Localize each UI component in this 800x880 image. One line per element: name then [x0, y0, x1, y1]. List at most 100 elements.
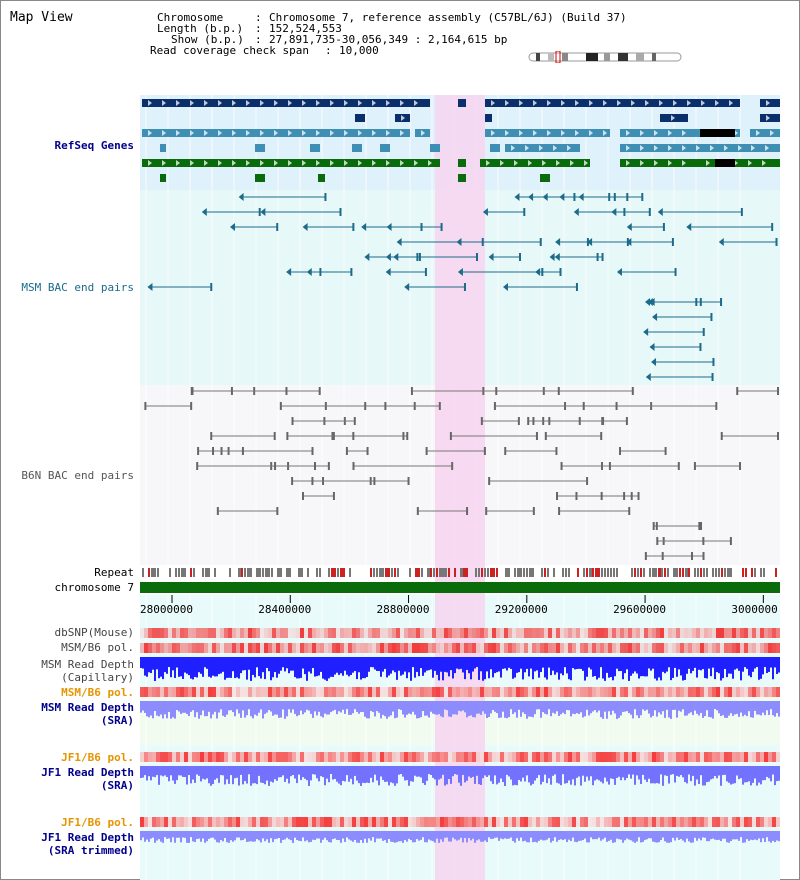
jf1-depth-bar — [164, 766, 166, 776]
jf1-b6-pol-cell — [348, 817, 352, 827]
msm-depth-sra-bar — [626, 701, 628, 712]
msm-depth-capillary-bar — [524, 657, 526, 673]
track-label-jf1-b6-pol-1[interactable]: JF1/B6 pol. — [61, 751, 134, 764]
gene-strand-arrow — [556, 160, 560, 166]
dbsnp-cell — [628, 628, 632, 638]
msm-depth-capillary-bar — [222, 657, 224, 672]
jf1-b6-pol-cell — [544, 752, 548, 762]
jf1-depth-bar — [546, 766, 548, 784]
jf1-depth-trimmed-bar — [276, 831, 278, 839]
msm-depth-sra-bar — [444, 701, 446, 710]
repeat-mark — [394, 568, 396, 577]
jf1-b6-pol-cell — [616, 817, 620, 827]
b6n-bac-end — [318, 387, 321, 395]
chromosome-ideogram[interactable] — [528, 51, 684, 63]
msm-depth-sra-bar — [658, 701, 660, 713]
length-key: Length (b.p.) — [157, 22, 244, 35]
track-label-msm-read-depth-sra[interactable]: MSM Read Depth (SRA) — [41, 701, 134, 727]
repeat-mark — [742, 568, 744, 577]
msm-depth-sra-bar — [470, 701, 472, 716]
jf1-depth-bar — [608, 766, 610, 785]
jf1-b6-pol-cell — [636, 752, 640, 762]
jf1-depth-trimmed-bar — [528, 831, 530, 843]
msm-b6-pol-cell — [732, 687, 736, 697]
msm-depth-sra-bar — [478, 701, 480, 714]
track-label-refseq[interactable]: RefSeq Genes — [54, 139, 134, 152]
msm-depth-capillary-bar — [608, 657, 610, 678]
jf1-depth-bar — [292, 766, 294, 776]
msm-depth-capillary-bar — [518, 657, 520, 673]
msm-b6-pol-cell — [596, 643, 600, 653]
track-label-msm-b6-pol-1[interactable]: MSM/B6 pol. — [61, 641, 134, 654]
msm-depth-capillary-bar — [446, 657, 448, 673]
msm-depth-sra-bar — [376, 701, 378, 712]
dbsnp-cell — [220, 628, 224, 638]
track-label-jf1-b6-pol-2[interactable]: JF1/B6 pol. — [61, 816, 134, 829]
jf1-depth-bar — [756, 766, 758, 786]
msm-depth-capillary-bar — [408, 657, 410, 673]
msm-depth-capillary-bar — [558, 657, 560, 680]
repeat-mark — [724, 568, 726, 577]
msm-b6-pol-cell — [384, 643, 388, 653]
jf1-b6-pol-cell — [368, 752, 372, 762]
msm-depth-sra-bar — [310, 701, 312, 714]
jf1-depth-trimmed-bar — [686, 831, 688, 839]
track-label-dbsnp[interactable]: dbSNP(Mouse) — [54, 626, 134, 639]
gene-strand-arrow — [603, 100, 607, 106]
msm-depth-sra-bar — [152, 701, 154, 719]
jf1-depth-bar — [318, 766, 320, 782]
gene-strand-arrow — [525, 145, 529, 151]
track-label-repeat[interactable]: Repeat — [94, 566, 134, 579]
msm-b6-pol-cell — [448, 687, 452, 697]
msm-depth-capillary-bar — [418, 657, 420, 677]
jf1-b6-pol-cell — [532, 752, 536, 762]
msm-depth-capillary-bar — [306, 657, 308, 681]
repeat-mark — [340, 568, 345, 577]
dbsnp-cell — [172, 628, 176, 638]
jf1-depth-bar — [728, 766, 730, 783]
msm-depth-capillary-bar — [322, 657, 324, 679]
jf1-depth-trimmed-bar — [464, 831, 466, 838]
sep: : — [325, 44, 332, 57]
jf1-depth-trimmed-bar — [776, 831, 778, 841]
msm-depth-sra-bar — [256, 701, 258, 716]
jf1-b6-pol-cell — [652, 817, 656, 827]
msm-depth-capillary-bar — [208, 657, 210, 677]
msm-b6-pol-cell — [596, 687, 600, 697]
msm-depth-sra-bar — [760, 701, 762, 716]
msm-depth-capillary-bar — [220, 657, 222, 674]
msm-bac-end — [393, 253, 399, 261]
msm-b6-pol-cell — [760, 687, 764, 697]
repeat-mark — [595, 568, 600, 577]
jf1-depth-bar — [682, 766, 684, 778]
track-label-jf1-read-depth-trimmed[interactable]: JF1 Read Depth (SRA trimmed) — [41, 831, 134, 857]
track-label-msm-read-depth-capillary[interactable]: MSM Read Depth (Capillary) — [41, 658, 134, 684]
jf1-depth-trimmed-bar — [284, 831, 286, 840]
msm-b6-pol-cell — [196, 687, 200, 697]
msm-depth-capillary-bar — [778, 657, 780, 673]
b6n-bac-end — [291, 417, 294, 425]
msm-depth-capillary-bar — [428, 657, 430, 671]
track-label-jf1-read-depth[interactable]: JF1 Read Depth (SRA) — [41, 766, 134, 792]
msm-depth-capillary-bar — [262, 657, 264, 673]
jf1-depth-bar — [258, 766, 260, 776]
jf1-b6-pol-cell — [768, 817, 772, 827]
msm-bac-end — [404, 283, 410, 291]
track-label-msm-bac[interactable]: MSM BAC end pairs — [21, 281, 134, 294]
jf1-b6-pol-cell — [592, 817, 596, 827]
jf1-b6-pol-cell — [516, 752, 520, 762]
jf1-depth-bar — [558, 766, 560, 784]
track-label-b6n-bac[interactable]: B6N BAC end pairs — [21, 469, 134, 482]
msm-depth-sra-bar — [756, 701, 758, 715]
b6n-bac-end — [191, 387, 194, 395]
msm-b6-pol-cell — [272, 643, 276, 653]
track-label-msm-b6-pol-2[interactable]: MSM/B6 pol. — [61, 686, 134, 699]
b6n-bac-end — [210, 432, 213, 440]
repeat-mark — [307, 568, 309, 577]
msm-b6-pol-cell — [472, 643, 476, 653]
jf1-depth-bar — [650, 766, 652, 784]
jf1-depth-bar — [476, 766, 478, 776]
genome-track-plot[interactable] — [140, 95, 780, 880]
msm-depth-capillary-bar — [302, 657, 304, 669]
jf1-depth-trimmed-bar — [462, 831, 464, 843]
